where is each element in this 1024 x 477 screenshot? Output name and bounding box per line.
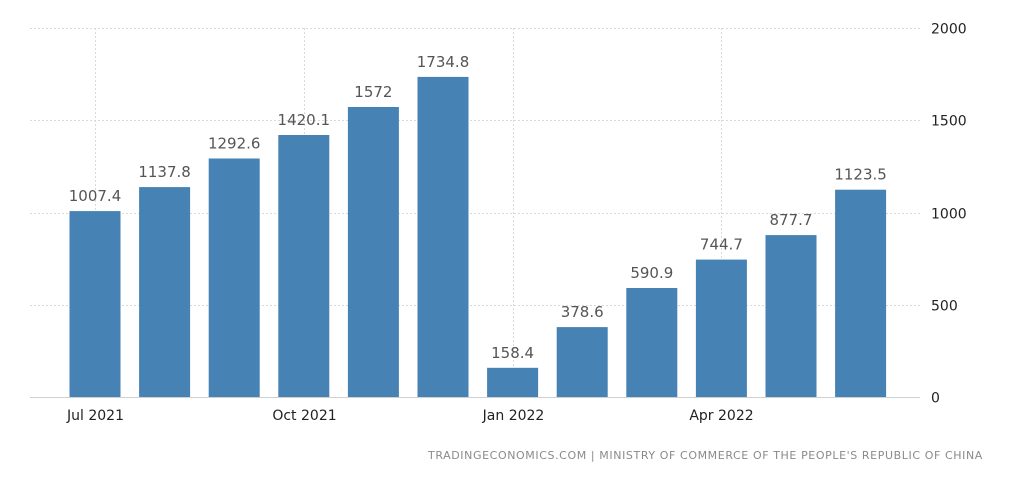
x-tick-label: Jan 2022 bbox=[482, 408, 545, 424]
data-label: 1007.4 bbox=[69, 187, 122, 205]
bar-may-2022 bbox=[765, 235, 817, 397]
bar-jul-2021 bbox=[69, 211, 121, 397]
bar-dec-2021 bbox=[417, 76, 469, 398]
data-label: 590.9 bbox=[630, 264, 673, 282]
bar-aug-2021 bbox=[139, 187, 191, 397]
data-label: 877.7 bbox=[770, 211, 813, 229]
bar-jun-2022 bbox=[835, 189, 887, 397]
data-label: 1734.8 bbox=[417, 53, 470, 71]
bar-jan-2022 bbox=[487, 367, 539, 397]
y-tick-label: 2000 bbox=[931, 22, 967, 38]
data-label: 158.4 bbox=[491, 344, 534, 362]
y-tick-label: 1000 bbox=[931, 207, 967, 223]
x-tick-label: Oct 2021 bbox=[272, 408, 336, 424]
data-label: 1123.5 bbox=[834, 166, 887, 184]
y-tick-label: 1500 bbox=[931, 114, 967, 130]
data-label: 1420.1 bbox=[278, 111, 331, 129]
bar-oct-2021 bbox=[278, 135, 330, 397]
y-tick-label: 0 bbox=[931, 391, 940, 407]
bar-nov-2021 bbox=[347, 107, 399, 397]
bar-mar-2022 bbox=[626, 288, 678, 397]
data-label: 378.6 bbox=[561, 303, 604, 321]
source-attribution: TRADINGECONOMICS.COM | MINISTRY OF COMME… bbox=[428, 449, 983, 462]
x-tick-label: Jul 2021 bbox=[66, 408, 124, 424]
y-tick-label: 500 bbox=[931, 299, 958, 315]
data-label: 744.7 bbox=[700, 236, 743, 254]
bar-sep-2021 bbox=[208, 158, 260, 397]
bar-feb-2022 bbox=[556, 327, 608, 397]
data-label: 1137.8 bbox=[138, 163, 191, 181]
bars bbox=[69, 76, 887, 398]
data-label: 1572 bbox=[354, 83, 392, 101]
x-tick-label: Apr 2022 bbox=[689, 408, 753, 424]
bar-apr-2022 bbox=[695, 259, 747, 397]
x-axis-ticks: Jul 2021 Oct 2021 Jan 2022 Apr 2022 bbox=[66, 408, 754, 424]
data-labels: 1007.4 1137.8 1292.6 1420.1 1572 1734.8 158.4 3… bbox=[69, 53, 887, 362]
y-axis-ticks: 0 500 1000 1500 2000 bbox=[931, 22, 967, 407]
data-label: 1292.6 bbox=[208, 135, 261, 153]
